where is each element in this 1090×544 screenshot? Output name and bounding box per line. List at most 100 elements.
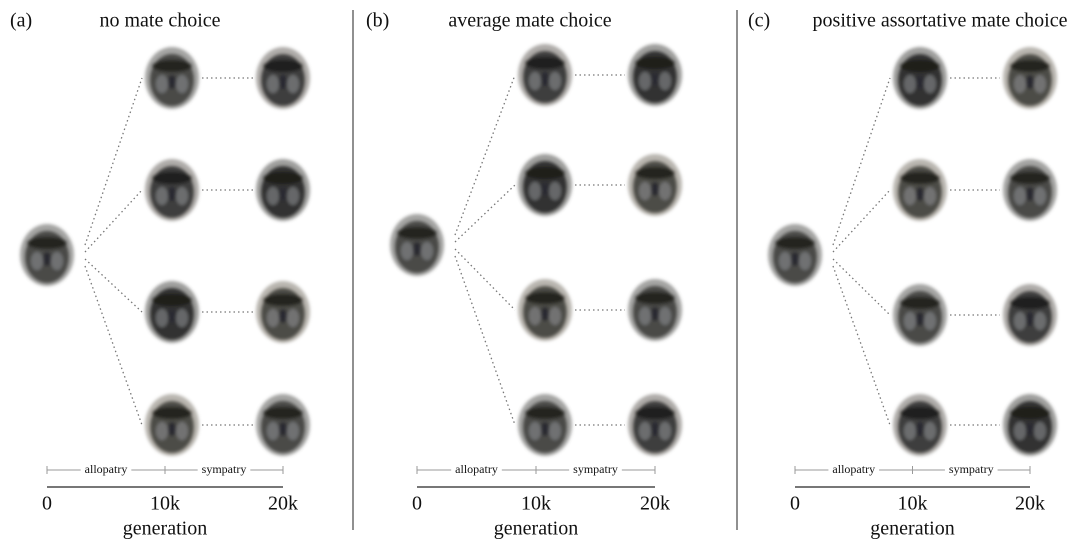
face-image	[390, 214, 444, 276]
brow-band	[1010, 297, 1050, 309]
cheek	[779, 252, 791, 270]
face-image	[768, 224, 822, 286]
cheek	[904, 422, 916, 440]
brow-band	[263, 172, 303, 184]
cheek	[31, 252, 43, 270]
cheek	[176, 187, 188, 205]
phase-label: allopatry	[455, 462, 498, 476]
tick-label: 20k	[268, 493, 298, 515]
cheek	[549, 422, 561, 440]
panel-label: (a)	[10, 10, 32, 32]
lineage-link	[85, 78, 142, 245]
cheek	[421, 242, 433, 260]
brow-band	[1010, 407, 1050, 419]
face-image	[628, 44, 682, 106]
nose	[168, 422, 176, 436]
lineage-link	[833, 259, 890, 315]
cheek	[1014, 312, 1026, 330]
brow-band	[635, 57, 675, 69]
cheek	[267, 422, 279, 440]
brow-band	[635, 407, 675, 419]
cheek	[287, 187, 299, 205]
nose	[651, 182, 659, 196]
cheek	[799, 252, 811, 270]
cheek	[1014, 422, 1026, 440]
figure: (a)no mate choice010k20kallopatrysympatr…	[0, 0, 1090, 544]
cheek	[529, 72, 541, 90]
nose	[413, 242, 421, 256]
nose	[43, 252, 51, 266]
cheek	[1014, 75, 1026, 93]
brow-band	[263, 407, 303, 419]
nose	[1026, 75, 1034, 89]
nose	[916, 312, 924, 326]
face-image	[893, 47, 947, 109]
brow-band	[525, 292, 565, 304]
brow-band	[900, 172, 940, 184]
cheek	[549, 307, 561, 325]
cheek	[904, 187, 916, 205]
cheek	[156, 187, 168, 205]
axis-title: generation	[123, 518, 207, 540]
brow-band	[397, 227, 437, 239]
cheek	[1034, 422, 1046, 440]
cheek	[267, 187, 279, 205]
brow-band	[1010, 172, 1050, 184]
brow-band	[775, 237, 815, 249]
nose	[651, 72, 659, 86]
brow-band	[525, 407, 565, 419]
cheek	[1034, 312, 1046, 330]
brow-band	[525, 167, 565, 179]
cheek	[287, 422, 299, 440]
cheek	[529, 307, 541, 325]
face-image	[145, 159, 199, 221]
panel-label: (b)	[366, 10, 389, 32]
cheek	[156, 75, 168, 93]
tick-label: 0	[790, 493, 800, 515]
face-image	[256, 47, 310, 109]
cheek	[924, 312, 936, 330]
cheek	[401, 242, 413, 260]
face-image	[145, 394, 199, 456]
panel-label: (c)	[748, 10, 770, 32]
cheek	[176, 75, 188, 93]
cheek	[287, 309, 299, 327]
axis-title: generation	[870, 518, 954, 540]
cheek	[267, 309, 279, 327]
brow-band	[152, 60, 192, 72]
nose	[279, 309, 287, 323]
nose	[1026, 422, 1034, 436]
nose	[279, 422, 287, 436]
nose	[279, 187, 287, 201]
brow-band	[263, 60, 303, 72]
cheek	[924, 422, 936, 440]
brow-band	[1010, 60, 1050, 72]
cheek	[51, 252, 63, 270]
face-image	[1003, 284, 1057, 346]
tick-label: 0	[42, 493, 52, 515]
nose	[651, 422, 659, 436]
face-image	[628, 279, 682, 341]
cheek	[659, 307, 671, 325]
cheek	[529, 182, 541, 200]
face-image	[1003, 47, 1057, 109]
cheek	[924, 75, 936, 93]
tick-label: 0	[412, 493, 422, 515]
tick-label: 20k	[1015, 493, 1045, 515]
nose	[791, 252, 799, 266]
brow-band	[152, 172, 192, 184]
nose	[541, 307, 549, 321]
face-image	[20, 224, 74, 286]
cheek	[1034, 75, 1046, 93]
brow-band	[900, 407, 940, 419]
face-image	[628, 154, 682, 216]
nose	[1026, 312, 1034, 326]
nose	[651, 307, 659, 321]
cheek	[639, 72, 651, 90]
cheek	[176, 422, 188, 440]
nose	[916, 187, 924, 201]
brow-band	[900, 60, 940, 72]
lineage-link	[455, 185, 515, 242]
tick-label: 10k	[898, 493, 928, 515]
face-image	[256, 394, 310, 456]
